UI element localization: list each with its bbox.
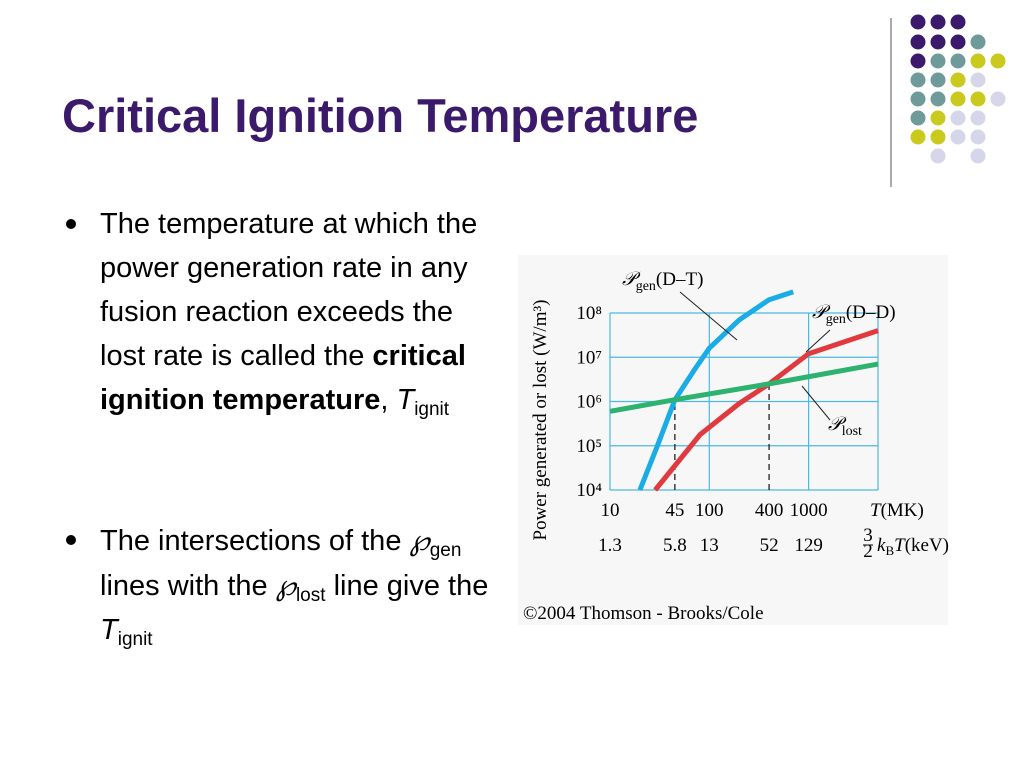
dot xyxy=(910,72,926,88)
x-tick-label: 1000 xyxy=(790,500,828,521)
leader-line xyxy=(679,291,738,341)
y-tick-label: 10⁴ xyxy=(576,480,602,501)
dot xyxy=(910,34,926,50)
dot xyxy=(970,72,986,88)
x2-symbol: T xyxy=(894,535,906,556)
x2-axis-label: kBT(keV) xyxy=(877,535,949,558)
decoration xyxy=(910,14,1006,164)
label-sub: gen xyxy=(826,312,846,327)
text-run: , xyxy=(380,384,397,416)
dot xyxy=(930,148,946,164)
dot xyxy=(990,53,1006,69)
text-run: lost xyxy=(295,585,326,606)
slide-title: Critical Ignition Temperature xyxy=(62,89,699,142)
x-axis-label: T(MK) xyxy=(870,500,924,521)
x2-tick-label: 5.8 xyxy=(663,535,687,556)
text-run: ℘ xyxy=(275,568,296,602)
dot xyxy=(990,91,1006,107)
dot xyxy=(970,91,986,107)
text-run: ℘ xyxy=(409,523,430,557)
x2-tick-label: 1.3 xyxy=(598,535,622,556)
x2-den: 2 xyxy=(863,541,873,562)
bullet-dot xyxy=(66,535,76,545)
figure-background xyxy=(518,255,948,625)
dot xyxy=(910,110,926,126)
x2-k: k xyxy=(877,535,886,556)
dot xyxy=(930,91,946,107)
leader-line xyxy=(801,385,831,421)
dot xyxy=(930,53,946,69)
dot xyxy=(950,14,966,30)
bullet-dot xyxy=(66,219,76,229)
dot xyxy=(930,14,946,30)
dot xyxy=(970,148,986,164)
dot xyxy=(910,53,926,69)
text-run: critical ignition temperature xyxy=(100,340,466,416)
dot xyxy=(910,129,926,145)
dot xyxy=(950,91,966,107)
label-sub: lost xyxy=(842,424,862,439)
dot xyxy=(970,110,986,126)
curve xyxy=(609,361,879,414)
x2-unit: (keV) xyxy=(905,535,949,556)
x-tick-label: 100 xyxy=(695,500,724,521)
curve-label: 𝒫gen(D–T) xyxy=(622,268,703,294)
dot xyxy=(950,53,966,69)
curve xyxy=(637,289,794,491)
dot xyxy=(970,53,986,69)
text-run: lines with the xyxy=(100,570,276,602)
x-axis-unit: (MK) xyxy=(881,500,924,521)
dot xyxy=(910,91,926,107)
credit: ©2004 Thomson - Brooks/Cole xyxy=(523,603,764,624)
text-run: The intersections of the xyxy=(100,525,410,557)
dot xyxy=(950,110,966,126)
y-tick-label: 10⁵ xyxy=(576,436,602,457)
text-run: ignit xyxy=(117,629,153,650)
dot xyxy=(950,129,966,145)
dot xyxy=(930,34,946,50)
dot xyxy=(970,34,986,50)
x2-sub: B xyxy=(885,543,894,558)
dot xyxy=(910,14,926,30)
text-run: T xyxy=(100,614,118,646)
label-sub: gen xyxy=(636,279,656,294)
x2-tick-label: 13 xyxy=(700,535,719,556)
leader-line xyxy=(805,329,831,353)
y-tick-label: 10⁸ xyxy=(576,303,602,324)
dot xyxy=(930,110,946,126)
text-run: gen xyxy=(429,540,462,561)
x-axis-symbol: T xyxy=(870,500,882,521)
label-suffix: (D–T) xyxy=(656,269,703,290)
dot xyxy=(950,72,966,88)
y-axis-label: Power generated or lost (W/m³) xyxy=(530,299,551,540)
x2-tick-label: 129 xyxy=(794,535,823,556)
text-run: line give the xyxy=(325,570,489,602)
bullet: The temperature at which the power gener… xyxy=(66,202,495,422)
y-tick-label: 10⁶ xyxy=(576,392,602,413)
dot xyxy=(930,129,946,145)
y-tick-label: 10⁷ xyxy=(576,347,602,368)
label-suffix: (D–D) xyxy=(846,302,896,323)
x2-tick-label: 52 xyxy=(760,535,779,556)
x-tick-label: 10 xyxy=(601,500,620,521)
x-tick-label: 45 xyxy=(665,500,684,521)
bullet: The intersections of the ℘gen lines with… xyxy=(66,518,495,652)
dot xyxy=(970,129,986,145)
x-tick-label: 400 xyxy=(755,500,784,521)
chart: 10⁴ 10⁵ 10⁶ 10⁷ 10⁸ 10 1.3 45 5.8 100 13 400 52 1000 1… xyxy=(523,268,949,624)
text-run: ignit xyxy=(414,399,450,420)
dot xyxy=(950,34,966,50)
dot xyxy=(930,72,946,88)
text-run: The temperature at which the power gener… xyxy=(100,208,478,372)
x2-num: 3 xyxy=(863,525,873,546)
curve xyxy=(653,328,879,492)
text-run: T xyxy=(396,384,415,416)
